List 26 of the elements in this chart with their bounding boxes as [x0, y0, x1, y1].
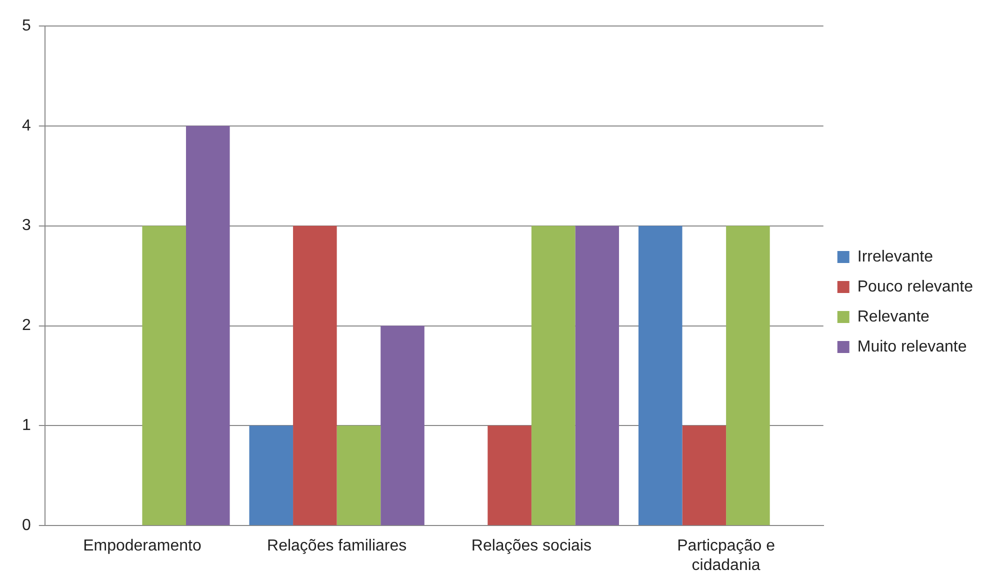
- legend-label: Muito relevante: [857, 338, 967, 356]
- legend-label: Irrelevante: [857, 248, 934, 266]
- y-tick-label: 5: [22, 17, 31, 34]
- legend-label: Relevante: [857, 308, 930, 326]
- bar: [726, 226, 770, 526]
- bar: [186, 126, 230, 526]
- bar: [682, 426, 726, 526]
- bar: [638, 226, 682, 526]
- bar: [488, 426, 532, 526]
- y-tick-label: 1: [22, 417, 31, 434]
- legend-label: Pouco relevante: [857, 278, 974, 296]
- y-tick-label: 3: [22, 217, 31, 234]
- x-tick-label: Relações familiares: [267, 538, 407, 555]
- y-tick-label: 4: [22, 117, 31, 134]
- x-tick-label: Particpação e cidadania: [677, 538, 776, 574]
- x-tick-label: Empoderamento: [83, 538, 202, 555]
- y-tick-label: 0: [22, 517, 31, 534]
- x-tick-label: Relações sociais: [471, 538, 592, 555]
- bar: [142, 226, 186, 526]
- bar: [249, 426, 294, 526]
- bar: [531, 226, 576, 526]
- bar: [293, 226, 337, 526]
- bar: [575, 226, 620, 526]
- y-tick-label: 2: [22, 317, 31, 334]
- bar: [336, 426, 381, 526]
- bar: [380, 326, 424, 526]
